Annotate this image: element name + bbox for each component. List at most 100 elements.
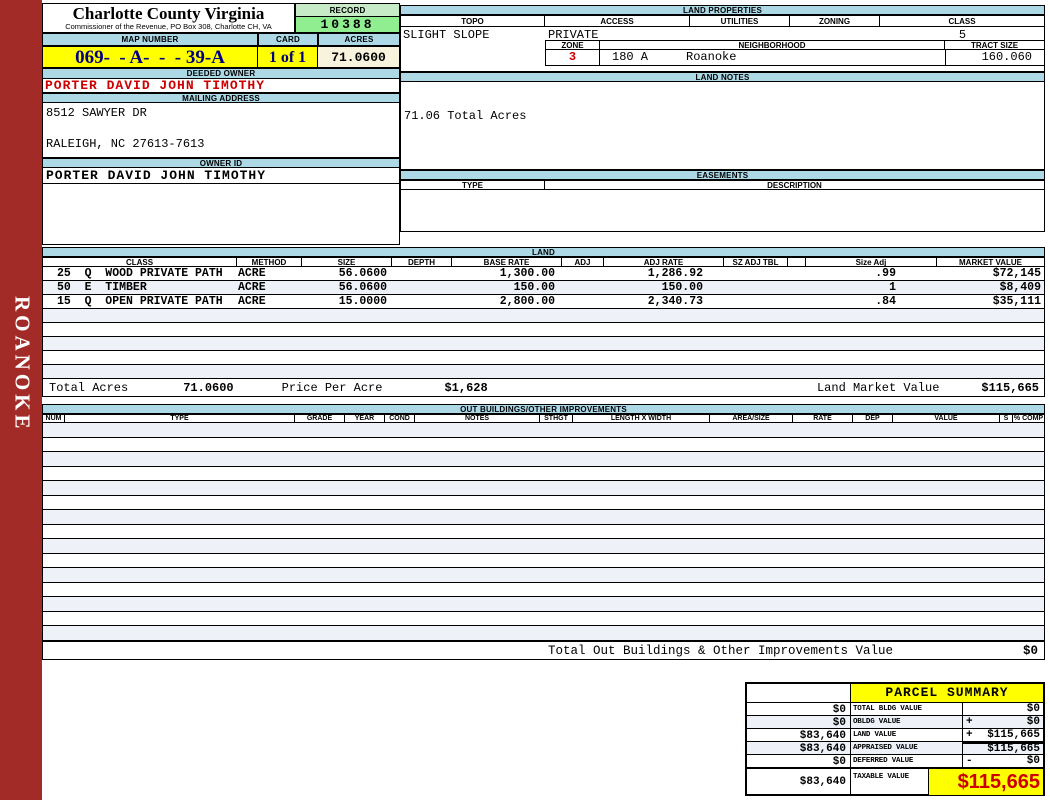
ob-col-year: YEAR <box>345 414 385 423</box>
land-col-method: METHOD <box>237 257 302 267</box>
ps-label-total-bldg: TOTAL BLDG VALUE <box>850 703 962 715</box>
ps-label-taxable: TAXABLE VALUE <box>850 769 928 795</box>
price-per-acre-label: Price Per Acre <box>281 380 383 395</box>
topo-value: SLIGHT SLOPE <box>403 28 490 42</box>
neighborhood-label: NEIGHBORHOOD <box>600 40 945 50</box>
land-market-value-label: Land Market Value <box>816 380 940 395</box>
land-col-adj-rate: ADJ RATE <box>604 257 724 267</box>
ob-col-pct-comp: % COMP <box>1013 414 1045 423</box>
ob-empty-row <box>43 510 1044 525</box>
ob-empty-row <box>43 568 1044 583</box>
land-col-market-value: MARKET VALUE <box>937 257 1045 267</box>
ob-col-sthgt: STHGT <box>540 414 573 423</box>
ps-value-deferred: $0 <box>1026 755 1040 767</box>
easements-title: EASEMENTS <box>400 170 1045 180</box>
card-value: 1 of 1 <box>258 46 318 68</box>
land-col-size: SIZE <box>302 257 392 267</box>
ob-empty-row <box>43 495 1044 510</box>
access-value: PRIVATE <box>548 28 599 42</box>
land-col-blank <box>788 257 806 267</box>
zone-label: ZONE <box>545 40 600 50</box>
parcel-summary-header-row: PARCEL SUMMARY <box>747 684 1043 702</box>
ps-label-obldg: OBLDG VALUE <box>850 716 962 728</box>
land-empty-row <box>43 323 1044 337</box>
neighborhood-value: 180 A Roanoke <box>600 50 945 66</box>
ps-prior-deferred: $0 <box>832 756 846 767</box>
zone-value: 3 <box>545 50 600 66</box>
ps-row-land: $83,640 LAND VALUE + $115,665 <box>747 728 1043 741</box>
parcel-summary-title: PARCEL SUMMARY <box>850 684 1043 702</box>
utilities-label: UTILITIES <box>690 15 790 27</box>
ob-empty-row <box>43 539 1044 554</box>
neighborhood-code: 180 A <box>612 50 649 64</box>
parcel-summary: PARCEL SUMMARY $0 TOTAL BLDG VALUE $0 $0… <box>745 682 1045 796</box>
ob-empty-row <box>43 582 1044 597</box>
ps-label-land: LAND VALUE <box>850 729 962 741</box>
ps-prior-land: $83,640 <box>799 730 846 741</box>
card-label: CARD <box>258 33 318 46</box>
owner-id-label: OWNER ID <box>42 158 400 168</box>
ob-empty-row <box>43 423 1044 438</box>
land-market-value: $115,665 <box>981 380 1039 395</box>
ob-col-rate: RATE <box>793 414 853 423</box>
acres-label: ACRES <box>318 33 400 46</box>
left-empty-box <box>42 184 400 245</box>
price-per-acre-value: $1,628 <box>444 380 488 395</box>
total-acres-value: 71.0600 <box>183 380 234 395</box>
ob-empty-row <box>43 611 1044 626</box>
zoning-label: ZONING <box>790 15 880 27</box>
ps-sign: + <box>966 716 973 728</box>
topo-label: TOPO <box>400 15 545 27</box>
ps-prior-total-bldg: $0 <box>832 704 846 715</box>
county-title: Charlotte County Virginia <box>72 4 265 23</box>
ob-col-cond: COND <box>385 414 415 423</box>
ps-value-taxable: $115,665 <box>957 770 1040 793</box>
parcel-summary-blank-cell <box>747 684 850 702</box>
land-notes-title: LAND NOTES <box>400 72 1045 82</box>
ob-empty-row <box>43 597 1044 612</box>
ps-value-appraised: $115,665 <box>987 743 1040 754</box>
land-totals-row: Total Acres 71.0600 Price Per Acre $1,62… <box>42 379 1045 397</box>
access-label: ACCESS <box>545 15 690 27</box>
ps-row-taxable: $83,640 TAXABLE VALUE $115,665 <box>747 767 1043 795</box>
ob-col-num: NUM <box>42 414 65 423</box>
deeded-owner-label: DEEDED OWNER <box>42 68 400 79</box>
ob-empty-row <box>43 553 1044 568</box>
ps-label-deferred: DEFERRED VALUE <box>850 755 962 767</box>
tract-size-label: TRACT SIZE <box>945 40 1045 50</box>
class-value: 5 <box>958 28 967 42</box>
land-col-adj: ADJ <box>562 257 604 267</box>
address-line1: 8512 SAWYER DR <box>46 106 147 120</box>
land-notes-box: 71.06 Total Acres <box>400 82 1045 170</box>
ob-col-value: VALUE <box>893 414 1000 423</box>
ps-label-appraised: APPRAISED VALUE <box>850 742 962 754</box>
ob-col-notes: NOTES <box>415 414 540 423</box>
land-col-sz-adj-tbl: SZ ADJ TBL <box>724 257 788 267</box>
ps-prior-obldg: $0 <box>832 717 846 728</box>
ob-empty-row <box>43 452 1044 467</box>
land-col-class: CLASS <box>42 257 237 267</box>
ob-col-area-size: AREA/SIZE <box>710 414 793 423</box>
out-buildings-title: OUT BUILDINGS/OTHER IMPROVEMENTS <box>42 404 1045 414</box>
map-number-value: 069- - A- - - 39-A <box>42 46 258 68</box>
land-col-base-rate: BASE RATE <box>452 257 562 267</box>
ps-value-land: $115,665 <box>987 729 1040 741</box>
record-label: RECORD <box>295 3 400 17</box>
mailing-address-box: 8512 SAWYER DR RALEIGH, NC 27613-7613 <box>42 103 400 158</box>
land-empty-row <box>43 351 1044 365</box>
land-notes-text: 71.06 Total Acres <box>404 109 527 123</box>
land-empty-row <box>43 337 1044 351</box>
land-col-depth: DEPTH <box>392 257 452 267</box>
land-table-body: 25 Q WOOD PRIVATE PATH ACRE 56.0600 1,30… <box>42 267 1045 379</box>
land-empty-row <box>43 309 1044 323</box>
easement-description-label: DESCRIPTION <box>545 180 1045 190</box>
ps-row-total-bldg: $0 TOTAL BLDG VALUE $0 <box>747 702 1043 715</box>
ob-col-dep: DEP <box>853 414 893 423</box>
out-buildings-total-value: $0 <box>1022 643 1038 658</box>
deeded-owner-value: PORTER DAVID JOHN TIMOTHY <box>42 79 400 93</box>
ps-sign: - <box>966 755 973 767</box>
land-table-header: CLASS METHOD SIZE DEPTH BASE RATE ADJ AD… <box>42 257 1045 267</box>
ps-prior-appraised: $83,640 <box>799 743 846 754</box>
ps-row-appraised: $83,640 APPRAISED VALUE $115,665 <box>747 741 1043 754</box>
